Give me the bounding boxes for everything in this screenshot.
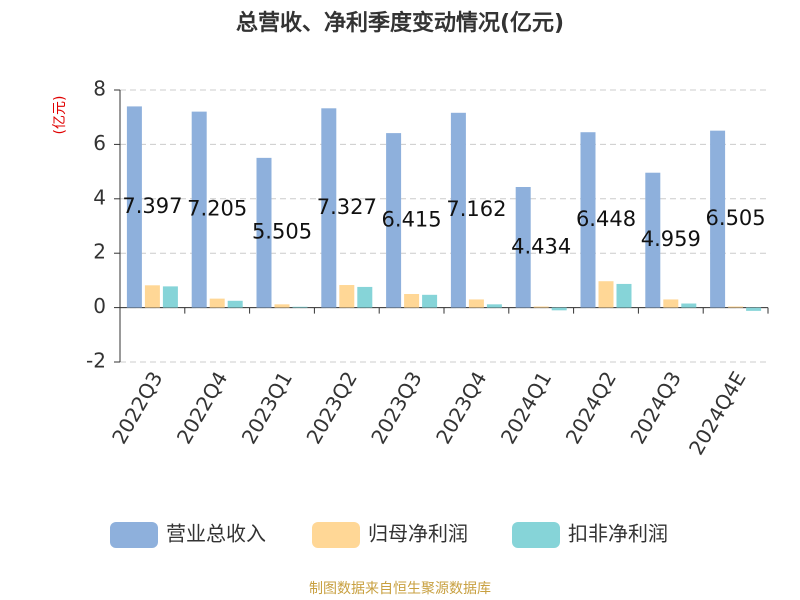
chart-title: 总营收、净利季度变动情况(亿元) <box>236 10 564 36</box>
bar <box>126 106 142 308</box>
legend-swatch <box>110 522 158 548</box>
bar <box>357 286 373 308</box>
y-tick-label: 2 <box>93 240 106 264</box>
data-label: 4.434 <box>511 234 571 258</box>
data-label: 7.205 <box>187 197 247 221</box>
legend-label: 营业总收入 <box>166 522 266 546</box>
data-label: 6.505 <box>706 206 766 230</box>
bar <box>162 286 178 308</box>
x-tick-label: 2024Q3 <box>625 367 685 448</box>
bar <box>710 130 726 308</box>
bar <box>292 306 308 308</box>
bar <box>746 307 762 311</box>
bar <box>227 300 243 308</box>
bar <box>486 304 502 308</box>
bar <box>144 285 160 308</box>
bar <box>728 306 744 308</box>
x-tick-label: 2024Q1 <box>496 367 556 448</box>
bar <box>321 108 337 308</box>
x-tick-label: 2023Q4 <box>431 367 491 448</box>
y-tick-label: 8 <box>93 77 106 101</box>
x-tick-label: 2024Q2 <box>561 367 621 448</box>
legend-swatch <box>312 522 360 548</box>
bar <box>422 294 438 308</box>
data-label: 6.415 <box>382 207 442 231</box>
bar <box>645 172 661 308</box>
bar <box>256 157 272 308</box>
x-tick-label: 2022Q3 <box>107 367 167 448</box>
bar <box>598 281 614 308</box>
bar <box>209 298 225 308</box>
bar <box>191 111 207 308</box>
bar <box>580 132 596 308</box>
bar <box>386 133 402 308</box>
bar <box>339 285 355 308</box>
data-label: 7.162 <box>446 197 506 221</box>
data-label: 4.959 <box>641 227 701 251</box>
data-label: 7.327 <box>317 195 377 219</box>
y-tick-label: 4 <box>93 185 106 209</box>
bar <box>663 299 679 308</box>
bar <box>450 112 466 308</box>
source-note: 制图数据来自恒生聚源数据库 <box>309 581 491 597</box>
bar <box>404 294 420 308</box>
bar <box>616 283 632 308</box>
bar <box>681 303 697 308</box>
bar <box>468 299 484 308</box>
x-tick-label: 2023Q3 <box>366 367 426 448</box>
legend-label: 归母净利润 <box>368 522 468 546</box>
x-tick-label: 2024Q4E <box>684 367 751 459</box>
data-label: 7.397 <box>122 194 182 218</box>
y-tick-label: 0 <box>93 294 106 318</box>
data-label: 6.448 <box>576 207 636 231</box>
legend-swatch <box>512 522 560 548</box>
bar <box>515 186 531 308</box>
y-tick-label: -2 <box>86 349 106 373</box>
y-axis-label: (亿元) <box>52 96 68 135</box>
x-tick-label: 2023Q2 <box>301 367 361 448</box>
bar <box>533 306 549 308</box>
y-tick-label: 6 <box>93 131 106 155</box>
data-label: 5.505 <box>252 220 312 244</box>
legend-label: 扣非净利润 <box>568 522 668 546</box>
bar <box>551 307 567 311</box>
x-tick-label: 2023Q1 <box>237 367 297 448</box>
x-tick-label: 2022Q4 <box>172 367 232 448</box>
bar <box>274 304 290 308</box>
